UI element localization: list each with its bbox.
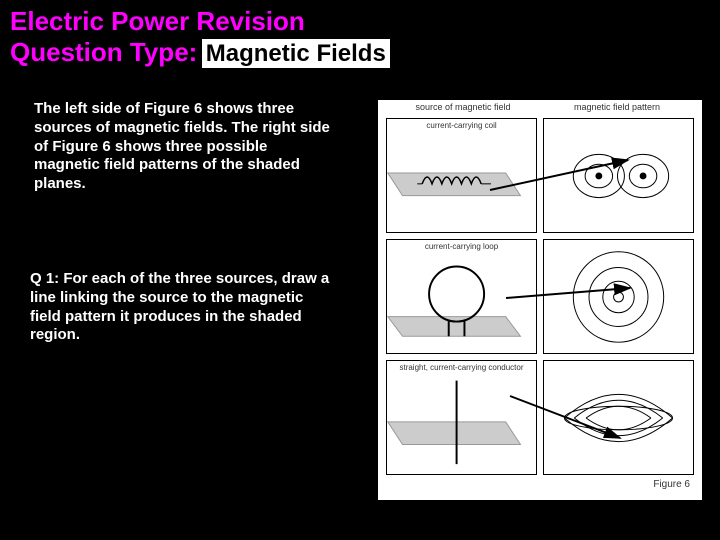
straight-conductor-icon [387,361,536,474]
figure-header-left: source of magnetic field [386,102,540,112]
pattern-bar-field-icon [544,361,693,474]
title-line1: Electric Power Revision [10,6,710,37]
source-cell-loop: current-carrying loop [386,239,537,354]
figure-caption: Figure 6 [378,477,702,492]
source-cell-coil: current-carrying coil [386,118,537,233]
coil-icon [387,119,536,232]
figure-grid: current-carrying coil [378,114,702,477]
cell-label: straight, current-carrying conductor [387,363,536,372]
title-block: Electric Power Revision Question Type: M… [0,0,720,72]
figure-header-right: magnetic field pattern [540,102,694,112]
loop-icon [387,240,536,353]
cell-label: current-carrying coil [387,121,536,130]
pattern-concentric-icon [544,240,693,353]
cell-label: current-carrying loop [387,242,536,251]
pattern-two-lobe-icon [544,119,693,232]
intro-paragraph: The left side of Figure 6 shows three so… [34,100,334,194]
figure-headers: source of magnetic field magnetic field … [378,100,702,114]
question-type-value: Magnetic Fields [202,39,390,68]
pattern-cell-2 [543,239,694,354]
figure-panel: source of magnetic field magnetic field … [378,100,702,500]
source-cell-straight: straight, current-carrying conductor [386,360,537,475]
pattern-cell-1 [543,118,694,233]
question-paragraph: Q 1: For each of the three sources, draw… [30,270,330,345]
question-type-label: Question Type: [10,37,197,67]
title-line2: Question Type: Magnetic Fields [10,37,710,68]
pattern-cell-3 [543,360,694,475]
